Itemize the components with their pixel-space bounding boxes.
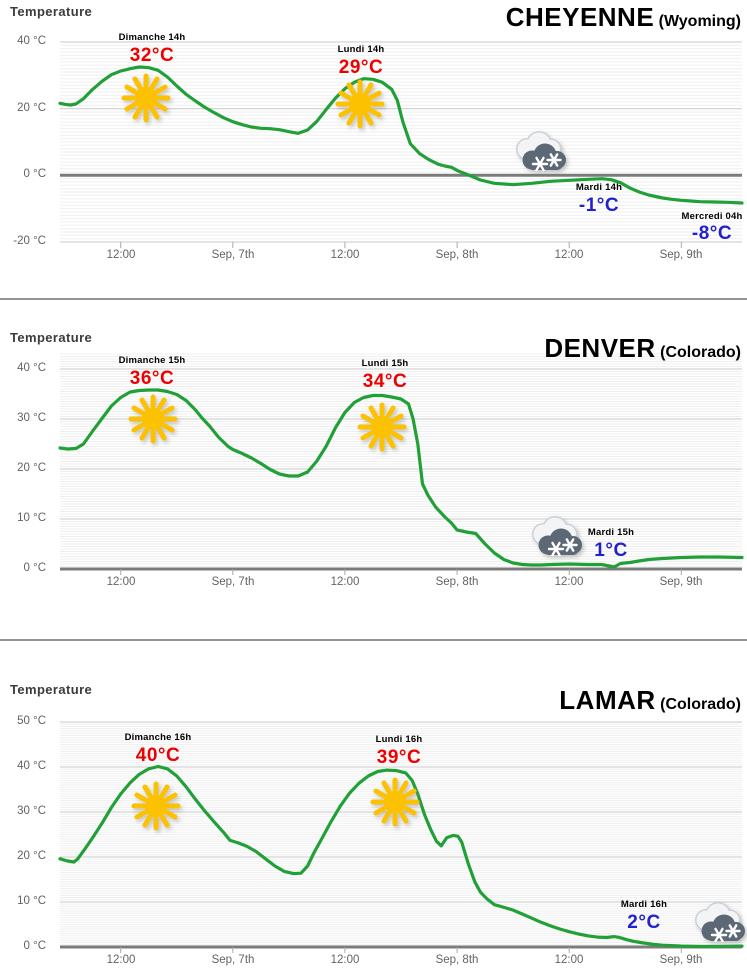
y-tick-label: 20 °C [17, 102, 46, 114]
y-tick-label: 0 °C [23, 940, 47, 952]
y-tick-label: 0 °C [23, 562, 47, 574]
minor-gridlines [60, 44, 742, 240]
annotation-day-label: Mercredi 04h [681, 211, 743, 222]
y-tick-label: 10 °C [17, 895, 46, 907]
sun-icon [124, 76, 168, 120]
y-tick-label: 0 °C [23, 168, 47, 180]
x-tick-label: Sep, 7th [211, 249, 255, 261]
annotation-value: 29°C [338, 57, 384, 78]
x-tick-label: Sep, 8th [435, 249, 479, 261]
x-tick-label: 12:00 [106, 576, 136, 588]
y-tick-label: 40 °C [17, 760, 46, 772]
annotation-value: 36°C [129, 368, 175, 389]
axis-title-lamar: Temperature [10, 682, 93, 697]
plot-denver [58, 353, 744, 575]
region-name: (Wyoming) [658, 13, 741, 30]
annotation-day-label: Lundi 16h [375, 734, 423, 745]
annotation-value: 40°C [135, 745, 181, 766]
x-tick-label: 12:00 [106, 954, 136, 966]
x-tick-label: 12:00 [330, 249, 360, 261]
y-tick-label: 20 °C [17, 462, 46, 474]
x-axis-ticks [120, 947, 682, 953]
region-name: (Colorado) [660, 344, 741, 361]
y-tick-label: 20 °C [17, 850, 46, 862]
plot-lamar [58, 721, 745, 953]
minor-gridlines [60, 353, 742, 567]
y-tick-label: 30 °C [17, 805, 46, 817]
chart-title-lamar: LAMAR (Colorado) [559, 685, 741, 716]
chart-title-denver: DENVER (Colorado) [544, 333, 741, 364]
major-gridlines [60, 721, 742, 903]
annotation-day-label: Lundi 15h [361, 358, 409, 369]
annotation-day-label: Mardi 14h [575, 182, 623, 193]
y-tick-label: 50 °C [17, 715, 46, 727]
sun-icon [373, 780, 417, 824]
annotation-day-label: Dimanche 15h [118, 355, 186, 366]
annotation-value: 2°C [627, 912, 661, 933]
y-tick-label: -20 °C [13, 235, 46, 247]
axis-title-denver: Temperature [10, 330, 93, 345]
x-tick-label: Sep, 7th [211, 576, 255, 588]
x-tick-label: Sep, 9th [659, 954, 703, 966]
section-divider [0, 298, 747, 300]
section-divider [0, 639, 747, 641]
annotation-value: 32°C [129, 45, 175, 66]
temperature-curve [58, 764, 744, 949]
y-tick-label: 40 °C [17, 35, 46, 47]
x-tick-label: Sep, 9th [659, 249, 703, 261]
x-tick-label: 12:00 [330, 954, 360, 966]
region-name: (Colorado) [660, 696, 741, 713]
annotation-day-label: Dimanche 14h [118, 32, 186, 43]
y-tick-label: 30 °C [17, 412, 46, 424]
y-tick-label: 10 °C [17, 512, 46, 524]
annotation-day-label: Dimanche 16h [124, 732, 192, 743]
x-tick-label: 12:00 [330, 576, 360, 588]
annotation-value: -8°C [691, 223, 733, 244]
x-tick-label: 12:00 [106, 249, 136, 261]
chart-title-cheyenne: CHEYENNE (Wyoming) [506, 2, 741, 33]
x-tick-label: Sep, 8th [435, 954, 479, 966]
temperature-curve [58, 388, 744, 569]
x-tick-label: Sep, 7th [211, 954, 255, 966]
x-axis-ticks [120, 569, 682, 575]
annotation-day-label: Mardi 15h [587, 527, 635, 538]
x-tick-label: Sep, 8th [435, 576, 479, 588]
temperature-curve [58, 65, 744, 205]
x-tick-label: 12:00 [554, 954, 584, 966]
annotation-day-label: Mardi 16h [620, 899, 668, 910]
city-name: CHEYENNE [505, 2, 655, 32]
annotation-value: 34°C [362, 371, 408, 392]
annotation-value: 39°C [376, 747, 422, 768]
y-tick-label: 40 °C [17, 362, 46, 374]
x-tick-label: Sep, 9th [659, 576, 703, 588]
city-name: LAMAR [559, 685, 656, 715]
annotation-value: 1°C [594, 540, 628, 561]
snow-cloud-icon [516, 131, 566, 170]
axis-title-cheyenne: Temperature [10, 4, 93, 19]
city-name: DENVER [544, 333, 656, 363]
x-tick-label: 12:00 [554, 249, 584, 261]
x-tick-label: 12:00 [554, 576, 584, 588]
annotation-value: -1°C [578, 195, 620, 216]
x-axis-ticks [120, 242, 682, 248]
plot-cheyenne [58, 41, 744, 248]
snow-cloud-icon [695, 902, 745, 941]
annotation-day-label: Lundi 14h [337, 44, 385, 55]
